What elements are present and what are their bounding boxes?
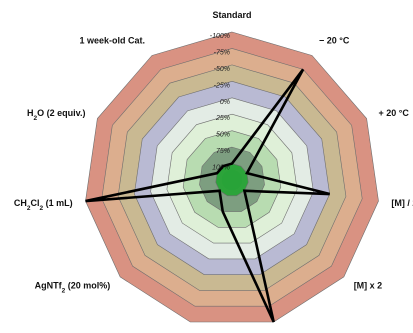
axis-label-part: 2 [39,204,43,211]
radar-axis-label: − 20 °C [319,36,350,46]
axis-label-part: [M] x 2 [354,280,383,290]
radar-tick-label: -25% [214,82,230,89]
radar-tick-label: 50% [216,132,230,139]
axis-label-part: Cl [30,198,39,208]
axis-label-part: [M] / 2 [391,198,413,208]
axis-label-part: O (2 equiv.) [37,108,85,118]
radar-axis-label: Standard [212,10,251,20]
radar-series [85,68,330,323]
radar-tick-label: 25% [215,115,230,122]
axis-label-part: (20 mol%) [65,280,110,290]
axis-label-part: 2 [27,204,31,211]
radar-center-disc [221,169,243,191]
radar-tick-label: -100% [210,33,230,40]
radar-axis-label: [M] / 2 [391,198,413,208]
radar-axis-label: CH2Cl2 (1 mL) [14,198,73,212]
radar-axis-label: AgNTf2 (20 mol%) [35,280,111,294]
radar-axis-label: [M] x 2 [354,280,383,290]
axis-label-part: (1 mL) [43,198,73,208]
radar-tick-label: -75% [214,49,230,56]
axis-label-part: − 20 °C [319,36,350,46]
axis-label-part: Standard [212,10,251,20]
radar-series-line [85,68,330,323]
radar-axis-label: 1 week-old Cat. [79,36,145,46]
axis-label-part: 2 [34,115,38,122]
radar-tick-label: 0% [220,99,230,106]
axis-label-part: 2 [62,287,66,294]
radar-axis-label: + 20 °C [379,108,410,118]
axis-label-part: H [27,108,34,118]
radar-axis-labels: Standard− 20 °C+ 20 °C[M] / 2[M] x 2Cat.… [14,10,413,294]
radar-tick-label: -50% [214,66,230,73]
axis-label-part: 1 week-old Cat. [79,36,145,46]
radar-axis-label: H2O (2 equiv.) [27,108,85,122]
axis-label-part: CH [14,198,27,208]
radar-rings [83,30,381,324]
radar-tick-label: 75% [216,148,230,155]
axis-label-part: + 20 °C [379,108,410,118]
axis-label-part: AgNTf [35,280,63,290]
